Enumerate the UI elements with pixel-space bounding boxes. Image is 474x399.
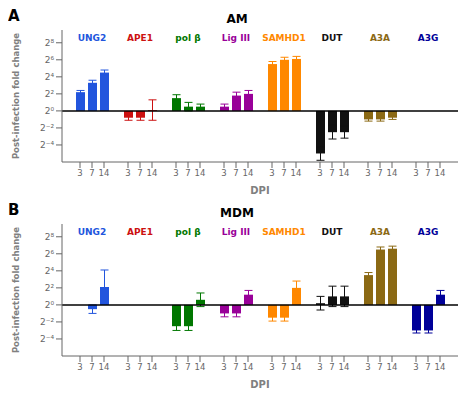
html-text:AM: AM: [226, 12, 248, 26]
svg-text:2⁻²: 2⁻²: [40, 317, 54, 327]
svg-text:7: 7: [185, 362, 190, 372]
html-text:A: A: [8, 7, 20, 25]
svg-text:3: 3: [125, 168, 130, 178]
svg-text:3: 3: [317, 362, 322, 372]
svg-text:UNG2: UNG2: [78, 33, 107, 43]
svg-text:2⁻²: 2⁻²: [40, 123, 54, 133]
svg-text:3: 3: [269, 168, 274, 178]
svg-text:7: 7: [137, 362, 142, 372]
svg-text:A3G: A3G: [418, 227, 439, 237]
svg-text:DUT: DUT: [322, 227, 344, 237]
svg-text:3: 3: [365, 168, 370, 178]
svg-text:APE1: APE1: [127, 227, 153, 237]
svg-text:14: 14: [195, 168, 206, 178]
svg-text:7: 7: [377, 168, 382, 178]
svg-text:14: 14: [291, 362, 302, 372]
svg-text:UNG2: UNG2: [78, 227, 107, 237]
svg-text:2⁰: 2⁰: [45, 300, 55, 310]
svg-text:14: 14: [339, 362, 350, 372]
svg-text:Post-infection fold change: Post-infection fold change: [11, 33, 21, 159]
svg-text:pol β: pol β: [175, 33, 201, 43]
html-text:B: B: [8, 201, 20, 219]
svg-text:7: 7: [377, 362, 382, 372]
svg-text:14: 14: [147, 168, 158, 178]
svg-text:3: 3: [77, 168, 82, 178]
svg-text:3: 3: [413, 168, 418, 178]
svg-text:14: 14: [387, 362, 398, 372]
svg-text:7: 7: [89, 168, 94, 178]
svg-text:A3A: A3A: [370, 33, 390, 43]
svg-text:3: 3: [365, 362, 370, 372]
svg-text:14: 14: [387, 168, 398, 178]
svg-text:DPI: DPI: [250, 185, 269, 196]
svg-text:Post-infection fold change: Post-infection fold change: [11, 227, 21, 353]
svg-text:14: 14: [435, 362, 446, 372]
svg-text:14: 14: [99, 362, 110, 372]
svg-text:2⁸: 2⁸: [45, 38, 55, 48]
html-text:MDM: MDM: [220, 206, 254, 220]
svg-text:2⁴: 2⁴: [45, 266, 55, 276]
svg-text:2²: 2²: [45, 89, 55, 99]
svg-text:A3G: A3G: [418, 33, 439, 43]
svg-text:2⁴: 2⁴: [45, 72, 55, 82]
svg-text:2²: 2²: [45, 283, 55, 293]
svg-text:APE1: APE1: [127, 33, 153, 43]
svg-text:7: 7: [281, 168, 286, 178]
svg-text:3: 3: [413, 362, 418, 372]
svg-text:3: 3: [269, 362, 274, 372]
svg-text:Lig III: Lig III: [222, 33, 250, 43]
svg-text:7: 7: [233, 168, 238, 178]
svg-text:14: 14: [291, 168, 302, 178]
svg-text:14: 14: [99, 168, 110, 178]
svg-text:7: 7: [233, 362, 238, 372]
svg-text:14: 14: [147, 362, 158, 372]
svg-text:DPI: DPI: [250, 379, 269, 390]
svg-text:14: 14: [339, 168, 350, 178]
svg-text:3: 3: [317, 168, 322, 178]
svg-text:7: 7: [425, 362, 430, 372]
svg-text:7: 7: [329, 362, 334, 372]
svg-text:3: 3: [173, 362, 178, 372]
svg-text:3: 3: [125, 362, 130, 372]
svg-text:7: 7: [89, 362, 94, 372]
svg-text:SAMHD1: SAMHD1: [262, 33, 306, 43]
svg-text:pol β: pol β: [175, 227, 201, 237]
svg-text:DUT: DUT: [322, 33, 344, 43]
svg-text:3: 3: [173, 168, 178, 178]
svg-text:7: 7: [425, 168, 430, 178]
svg-text:2⁻⁴: 2⁻⁴: [40, 140, 54, 150]
svg-text:2⁸: 2⁸: [45, 232, 55, 242]
svg-text:3: 3: [221, 168, 226, 178]
svg-text:2⁻⁴: 2⁻⁴: [40, 334, 54, 344]
svg-text:SAMHD1: SAMHD1: [262, 227, 306, 237]
svg-text:7: 7: [329, 168, 334, 178]
svg-text:3: 3: [221, 362, 226, 372]
svg-text:A3A: A3A: [370, 227, 390, 237]
svg-text:14: 14: [195, 362, 206, 372]
svg-text:14: 14: [243, 168, 254, 178]
svg-text:14: 14: [243, 362, 254, 372]
svg-text:14: 14: [435, 168, 446, 178]
svg-text:2⁰: 2⁰: [45, 106, 55, 116]
svg-text:Lig III: Lig III: [222, 227, 250, 237]
svg-text:2⁶: 2⁶: [45, 55, 55, 65]
svg-text:3: 3: [77, 362, 82, 372]
svg-text:2⁶: 2⁶: [45, 249, 55, 259]
svg-text:7: 7: [137, 168, 142, 178]
svg-text:7: 7: [185, 168, 190, 178]
svg-text:7: 7: [281, 362, 286, 372]
